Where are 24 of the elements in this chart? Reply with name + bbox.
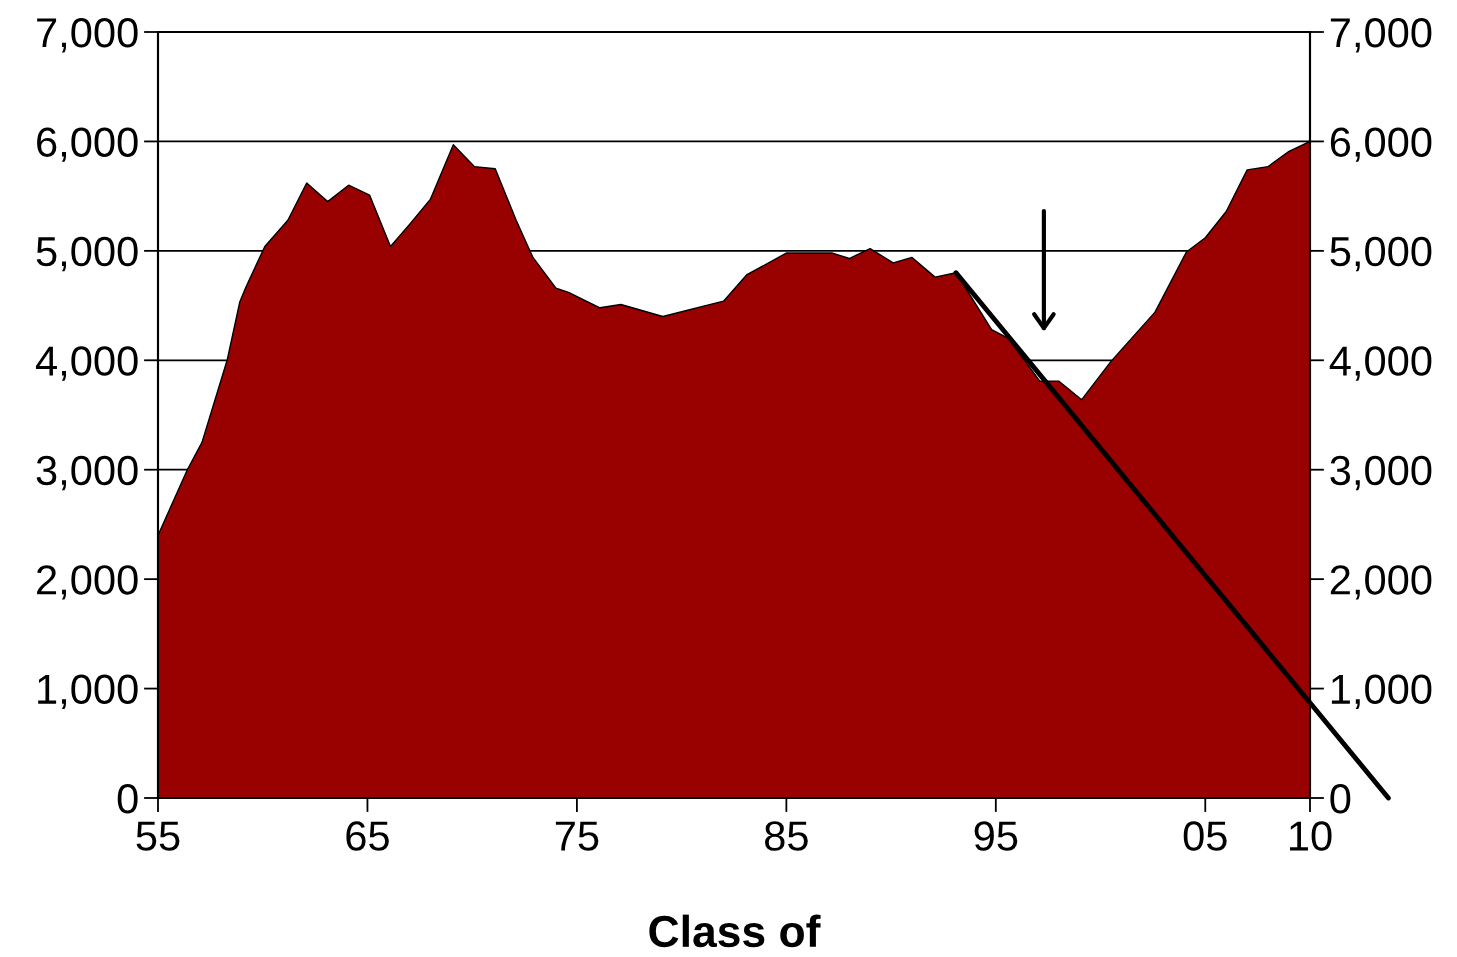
y2-tick-label: 7,000 [1330, 18, 1432, 53]
x-tick-label: 75 [555, 821, 599, 851]
y-tick-label: 2,000 [37, 565, 138, 600]
x-tick-label: 95 [974, 821, 1018, 851]
x-tick-label: 05 [1183, 821, 1227, 851]
y-tick-label: 1,000 [38, 674, 138, 709]
y-tick-label: 0 [117, 784, 138, 814]
x-tick-label: 65 [346, 821, 389, 851]
x-tick-label: 85 [765, 821, 808, 851]
y2-tick-label: 2,000 [1330, 565, 1432, 600]
y2-tick-label: 3,000 [1330, 455, 1432, 491]
y2-tick-label: 5,000 [1330, 236, 1432, 272]
y-tick-label: 3,000 [36, 455, 138, 491]
y2-tick-label: 0 [1330, 784, 1351, 814]
x-axis-title: Class of [649, 914, 821, 948]
x-tick-label: 55 [136, 821, 180, 851]
y-tick-label: 7,000 [37, 18, 138, 53]
y-tick-label: 4,000 [35, 346, 138, 381]
x-tick-label: 10 [1290, 821, 1332, 851]
y2-tick-label: 4,000 [1329, 346, 1432, 381]
y-tick-label: 5,000 [36, 236, 138, 272]
y2-tick-label: 1,000 [1331, 674, 1432, 709]
y-tick-label: 6,000 [37, 127, 138, 162]
y2-tick-label: 6,000 [1330, 127, 1432, 162]
